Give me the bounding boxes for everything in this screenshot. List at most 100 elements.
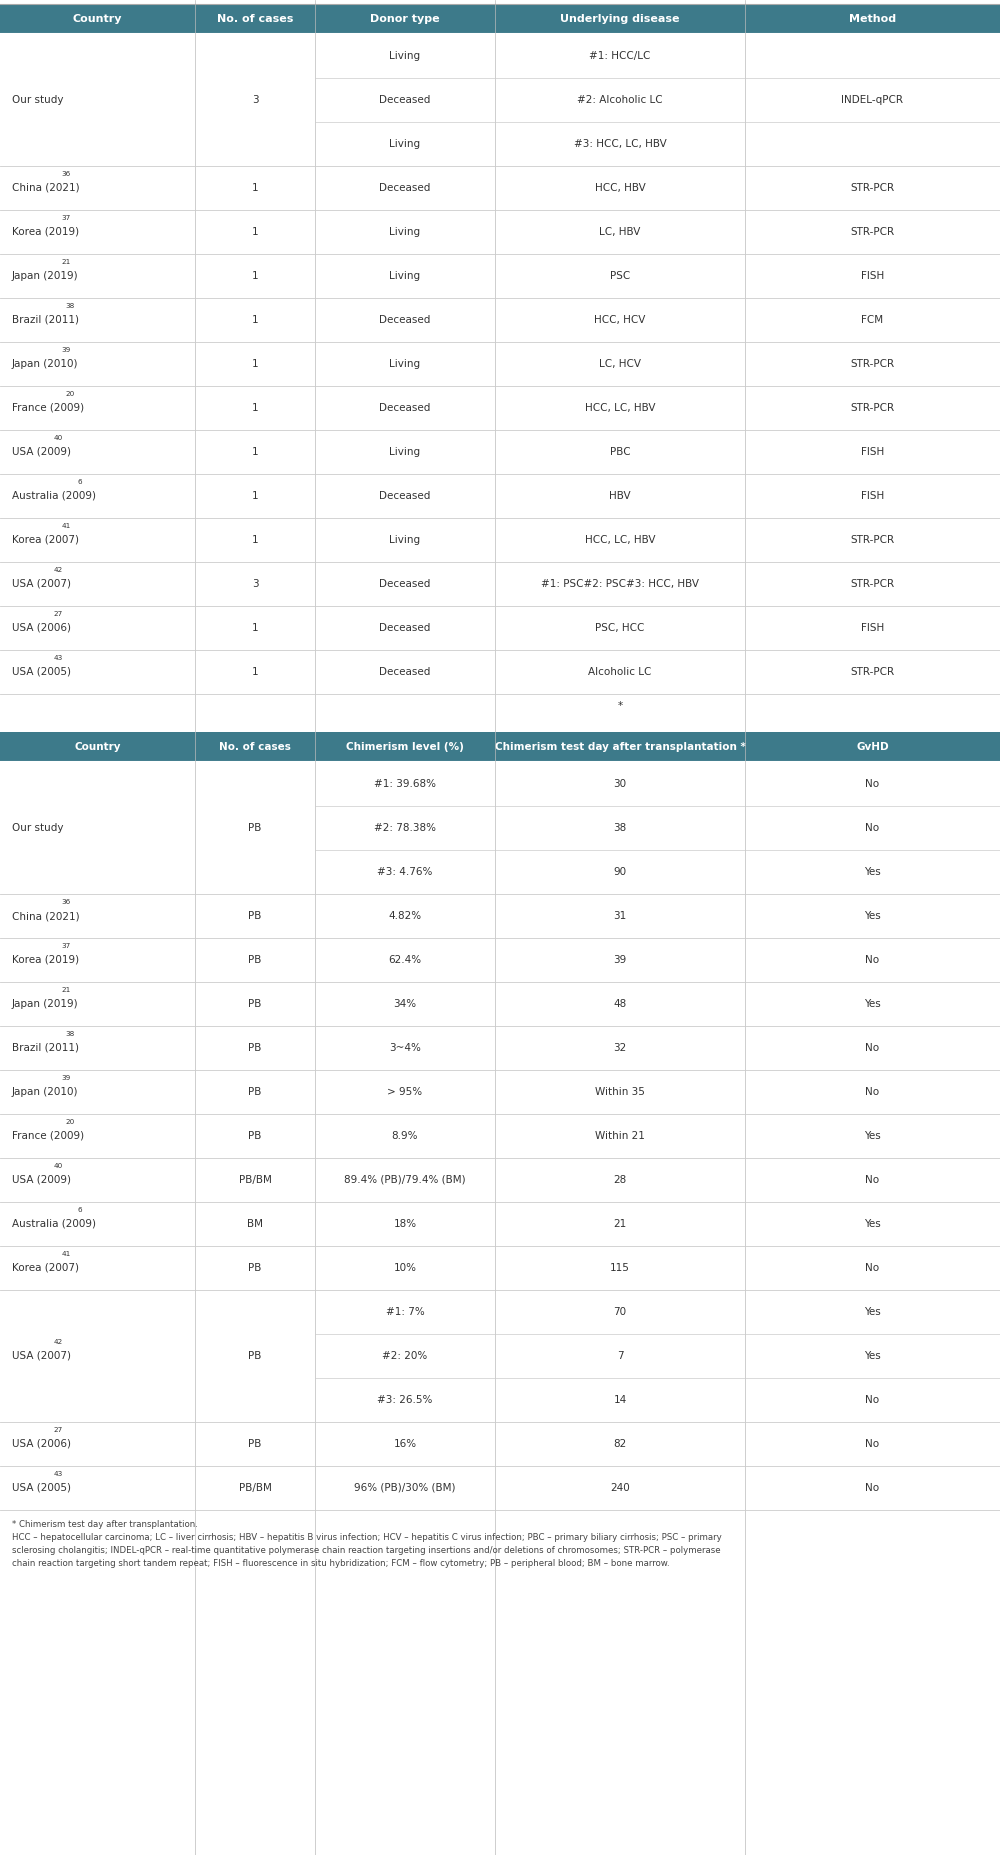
Text: STR-PCR: STR-PCR <box>850 403 895 414</box>
Text: PB: PB <box>248 1263 262 1273</box>
Text: #1: 39.68%: #1: 39.68% <box>374 779 436 788</box>
Text: sclerosing cholangitis; INDEL-qPCR – real-time quantitative polymerase chain rea: sclerosing cholangitis; INDEL-qPCR – rea… <box>12 1545 721 1554</box>
Text: 20: 20 <box>66 1119 75 1124</box>
Text: China (2021): China (2021) <box>12 184 80 193</box>
Text: #2: 78.38%: #2: 78.38% <box>374 824 436 833</box>
Bar <box>0 981 1000 1026</box>
Text: Country: Country <box>74 742 121 751</box>
Text: HCC, LC, HBV: HCC, LC, HBV <box>585 534 655 545</box>
Text: No: No <box>865 955 880 965</box>
Text: 21: 21 <box>613 1219 627 1230</box>
Text: 16%: 16% <box>393 1439 417 1449</box>
Text: 115: 115 <box>610 1263 630 1273</box>
Text: 82: 82 <box>613 1439 627 1449</box>
Text: STR-PCR: STR-PCR <box>850 668 895 677</box>
Text: No: No <box>865 1482 880 1493</box>
Text: PB: PB <box>248 824 262 833</box>
Text: PB: PB <box>248 911 262 920</box>
Text: PB/BM: PB/BM <box>239 1174 271 1185</box>
Text: Brazil (2011): Brazil (2011) <box>12 315 79 325</box>
Text: 38: 38 <box>613 824 627 833</box>
Text: 37: 37 <box>62 942 71 950</box>
Text: 21: 21 <box>62 260 71 265</box>
Text: HCC – hepatocellular carcinoma; LC – liver cirrhosis; HBV – hepatitis B virus in: HCC – hepatocellular carcinoma; LC – liv… <box>12 1532 722 1542</box>
Text: 1: 1 <box>252 534 258 545</box>
Text: No: No <box>865 1174 880 1185</box>
Text: chain reaction targeting short tandem repeat; FISH – fluorescence in situ hybrid: chain reaction targeting short tandem re… <box>12 1558 670 1567</box>
Bar <box>0 386 1000 430</box>
Text: 30: 30 <box>613 779 627 788</box>
Bar <box>0 4 1000 33</box>
Text: PSC, HCC: PSC, HCC <box>595 623 645 633</box>
Bar <box>0 607 1000 649</box>
Text: Korea (2019): Korea (2019) <box>12 955 79 965</box>
Bar <box>0 1202 1000 1247</box>
Text: Korea (2007): Korea (2007) <box>12 534 79 545</box>
Text: HCC, HBV: HCC, HBV <box>595 184 645 193</box>
Text: FISH: FISH <box>861 447 884 456</box>
Text: PBC: PBC <box>610 447 630 456</box>
Text: 39: 39 <box>62 347 71 352</box>
Text: #2: Alcoholic LC: #2: Alcoholic LC <box>577 95 663 106</box>
Bar <box>0 1289 1000 1423</box>
Text: 48: 48 <box>613 1000 627 1009</box>
Text: Japan (2019): Japan (2019) <box>12 1000 79 1009</box>
Bar <box>0 939 1000 981</box>
Text: PB: PB <box>248 1087 262 1096</box>
Text: FISH: FISH <box>861 492 884 501</box>
Text: PSC: PSC <box>610 271 630 280</box>
Text: 28: 28 <box>613 1174 627 1185</box>
Text: France (2009): France (2009) <box>12 403 84 414</box>
Text: #2: 20%: #2: 20% <box>382 1350 428 1362</box>
Text: Yes: Yes <box>864 1132 881 1141</box>
Text: Living: Living <box>389 534 421 545</box>
Text: USA (2007): USA (2007) <box>12 1350 71 1362</box>
Text: STR-PCR: STR-PCR <box>850 534 895 545</box>
Text: Within 35: Within 35 <box>595 1087 645 1096</box>
Text: 1: 1 <box>252 184 258 193</box>
Text: No: No <box>865 1395 880 1404</box>
Text: Living: Living <box>389 226 421 237</box>
Text: 27: 27 <box>53 1426 63 1432</box>
Text: USA (2006): USA (2006) <box>12 1439 71 1449</box>
Text: 1: 1 <box>252 226 258 237</box>
Text: Brazil (2011): Brazil (2011) <box>12 1043 79 1054</box>
Text: LC, HCV: LC, HCV <box>599 360 641 369</box>
Text: USA (2009): USA (2009) <box>12 1174 71 1185</box>
Bar <box>0 1247 1000 1289</box>
Text: 10%: 10% <box>394 1263 416 1273</box>
Text: Living: Living <box>389 360 421 369</box>
Text: China (2021): China (2021) <box>12 911 80 920</box>
Text: No: No <box>865 1439 880 1449</box>
Bar <box>0 341 1000 386</box>
Text: USA (2007): USA (2007) <box>12 579 71 590</box>
Text: 3: 3 <box>252 579 258 590</box>
Text: 40: 40 <box>53 1163 63 1169</box>
Text: 1: 1 <box>252 315 258 325</box>
Bar <box>0 210 1000 254</box>
Text: 40: 40 <box>53 434 63 441</box>
Text: Yes: Yes <box>864 1219 881 1230</box>
Text: > 95%: > 95% <box>387 1087 423 1096</box>
Text: 41: 41 <box>62 523 71 529</box>
Text: Deceased: Deceased <box>379 668 431 677</box>
Text: 43: 43 <box>53 1471 63 1477</box>
Text: Yes: Yes <box>864 1350 881 1362</box>
Text: *: * <box>617 701 623 710</box>
Text: Underlying disease: Underlying disease <box>560 15 680 24</box>
Text: PB: PB <box>248 1439 262 1449</box>
Text: Yes: Yes <box>864 1000 881 1009</box>
Bar <box>0 430 1000 475</box>
Bar <box>0 299 1000 341</box>
Text: 6: 6 <box>78 479 83 484</box>
Text: 14: 14 <box>613 1395 627 1404</box>
Text: Living: Living <box>389 139 421 148</box>
Text: Our study: Our study <box>12 824 64 833</box>
Text: #3: HCC, LC, HBV: #3: HCC, LC, HBV <box>574 139 666 148</box>
Text: France (2009): France (2009) <box>12 1132 84 1141</box>
Text: Yes: Yes <box>864 866 881 877</box>
Text: 18%: 18% <box>393 1219 417 1230</box>
Bar <box>0 894 1000 939</box>
Text: Japan (2010): Japan (2010) <box>12 360 78 369</box>
Text: 39: 39 <box>613 955 627 965</box>
